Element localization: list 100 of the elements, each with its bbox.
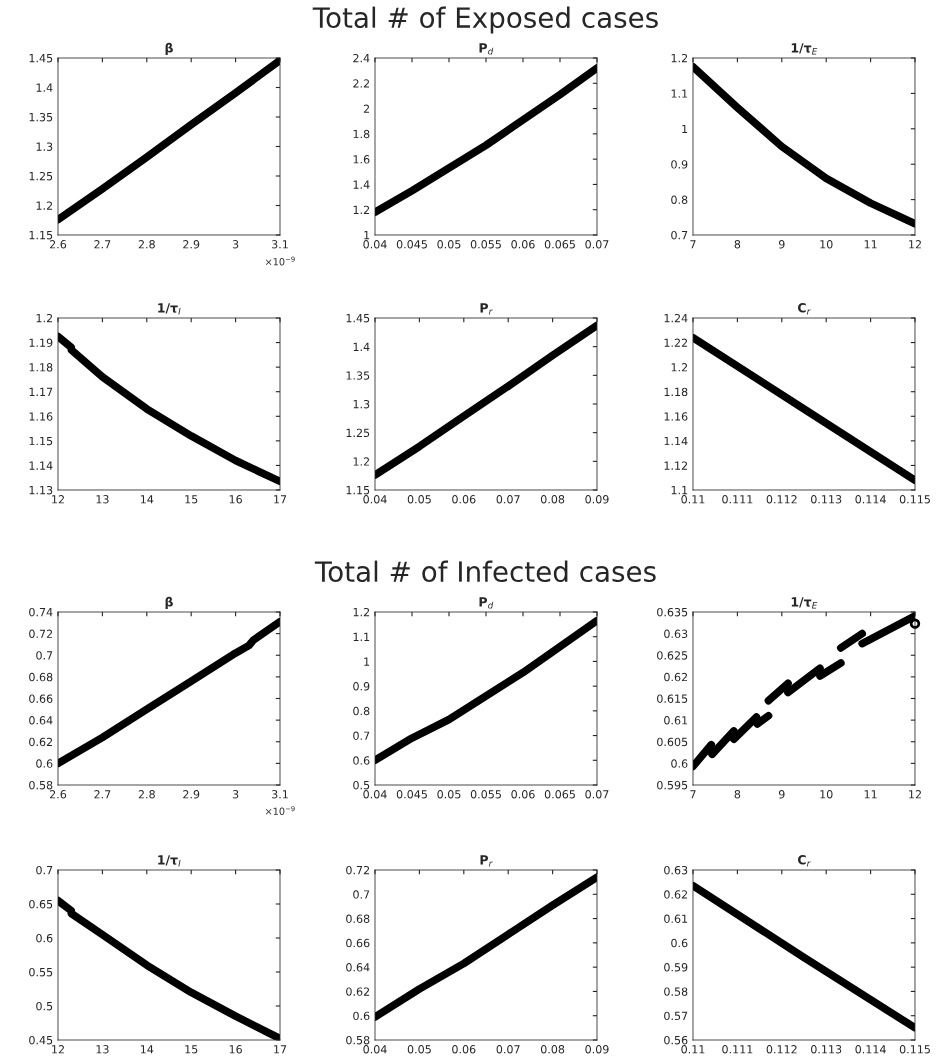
x-tick-label: 12 (909, 790, 921, 799)
chart-title: C$_{r}$ (798, 303, 811, 315)
x-tick-label: 13 (96, 1045, 109, 1054)
y-tick-label: 1.14 (29, 461, 53, 470)
x-tick-label: 0.055 (470, 240, 501, 249)
x-tick-label: 0.09 (585, 495, 609, 504)
y-tick-label: 0.72 (346, 865, 370, 875)
y-tick-label: 0.8 (671, 195, 688, 204)
y-tick-label: 0.7 (36, 865, 53, 875)
x-tick-label: 2.8 (138, 790, 155, 799)
x-tick-label: 0.06 (511, 790, 535, 799)
y-tick-label: 1.14 (664, 436, 688, 446)
y-tick-label: 0.6 (671, 938, 688, 948)
x-tick-label: 0.113 (811, 495, 842, 504)
y-tick-label: 1.35 (29, 112, 53, 122)
y-tick-label: 0.625 (657, 651, 688, 660)
x-tick-label: 0.111 (722, 1045, 753, 1054)
y-tick-label: 1.2 (353, 457, 370, 466)
x-tick-label: 8 (734, 790, 741, 799)
x-tick-label: 0.05 (437, 790, 461, 799)
y-tick-label: 2.4 (353, 53, 370, 63)
x-tick-label: 0.04 (363, 1045, 387, 1054)
y-tick-label: 1.2 (671, 363, 688, 372)
y-tick-label: 1 (364, 657, 370, 666)
y-tick-label: 0.9 (671, 160, 688, 169)
y-tick-label: 0.57 (664, 1011, 688, 1021)
chart-title: P$_{d}$ (479, 43, 494, 55)
y-tick-label: 1.13 (29, 485, 53, 495)
y-tick-label: 0.58 (664, 987, 688, 996)
y-tick-label: 0.72 (29, 629, 53, 638)
y-tick-label: 0.8 (353, 706, 370, 716)
x-tick-label: 0.07 (496, 495, 520, 504)
y-tick-label: 1.2 (36, 313, 53, 323)
y-tick-label: 2.2 (353, 79, 370, 88)
y-tick-label: 0.58 (346, 1035, 370, 1045)
x-tick-label: 7 (690, 790, 696, 799)
y-tick-label: 0.6 (36, 759, 53, 768)
x-tick-label: 2.9 (183, 790, 200, 799)
y-tick-label: 0.65 (29, 899, 53, 909)
x-tick-label: 0.07 (585, 790, 609, 799)
x-tick-label: 15 (185, 1045, 198, 1054)
x-tick-label: 0.065 (544, 240, 575, 249)
text: ×10$^{−9}$ (265, 256, 295, 266)
x-tick-label: 0.065 (544, 790, 575, 799)
y-tick-label: 1.2 (353, 607, 370, 617)
y-tick-label: 1.22 (664, 338, 688, 347)
chart-title: P$_{d}$ (479, 597, 494, 609)
x-tick-label: 0.111 (722, 495, 753, 504)
y-tick-label: 0.7 (671, 230, 688, 240)
y-tick-label: 1.16 (29, 412, 53, 421)
y-tick-label: 1.6 (353, 155, 370, 164)
y-tick-label: 0.595 (657, 780, 688, 790)
y-tick-label: 0.68 (29, 672, 53, 682)
x-tick-label: 0.05 (407, 495, 431, 504)
x-tick-label: 7 (690, 240, 696, 249)
y-tick-label: 1.24 (664, 313, 688, 323)
y-tick-label: 1.45 (346, 314, 370, 323)
y-tick-label: 2 (363, 104, 370, 113)
y-tick-label: 0.68 (346, 914, 370, 923)
y-tick-label: 0.615 (657, 694, 688, 703)
y-tick-label: 1.15 (346, 486, 370, 495)
x-tick-label: 0.114 (855, 495, 886, 504)
chart-title: 1/τ$_{E}$ (791, 43, 818, 55)
y-tick-label: 1.2 (671, 53, 688, 63)
y-tick-label: 1.15 (29, 436, 53, 446)
x-tick-label: 0.114 (855, 1045, 886, 1054)
y-tick-label: 0.7 (36, 651, 53, 660)
x-tick-label: 3.1 (272, 790, 288, 799)
y-tick-label: 0.62 (29, 737, 53, 747)
x-tick-label: 10 (820, 790, 833, 799)
x-tick-label: 3.1 (272, 240, 288, 249)
y-tick-label: 1.16 (664, 412, 688, 421)
y-tick-label: 1.19 (29, 338, 53, 347)
x-tick-label: 0.11 (681, 495, 705, 504)
y-tick-label: 1.4 (36, 83, 53, 92)
y-tick-label: 0.74 (29, 607, 53, 617)
x-tick-label: 9 (778, 790, 785, 799)
x-tick-label: 0.06 (452, 495, 476, 504)
y-tick-label: 0.66 (346, 938, 370, 948)
y-tick-label: 0.6 (36, 933, 53, 943)
y-tick-label: 0.45 (29, 1035, 53, 1045)
x-tick-label: 0.08 (540, 495, 565, 504)
x-tick-label: 0.05 (407, 1045, 431, 1054)
x-tick-label: 16 (229, 1045, 242, 1054)
y-tick-label: 0.6 (671, 759, 688, 768)
x-tick-label: 17 (274, 1045, 287, 1054)
y-tick-label: 1.3 (36, 142, 53, 151)
chart-title: β (165, 596, 173, 610)
y-tick-label: 0.7 (353, 731, 370, 740)
x-tick-label: 0.112 (766, 495, 797, 504)
y-tick-label: 0.7 (353, 890, 370, 899)
x-tick-label: 12 (52, 1045, 64, 1054)
x-tick-label: 0.115 (899, 495, 930, 504)
chart-title: β (165, 42, 173, 56)
x-tick-label: 12 (52, 495, 64, 504)
y-tick-label: 1.1 (671, 89, 688, 98)
x-tick-label: 11 (864, 240, 877, 249)
x-tick-label: 12 (909, 240, 921, 249)
y-tick-label: 1.45 (29, 54, 53, 63)
x-tick-label: 0.06 (452, 1045, 476, 1054)
